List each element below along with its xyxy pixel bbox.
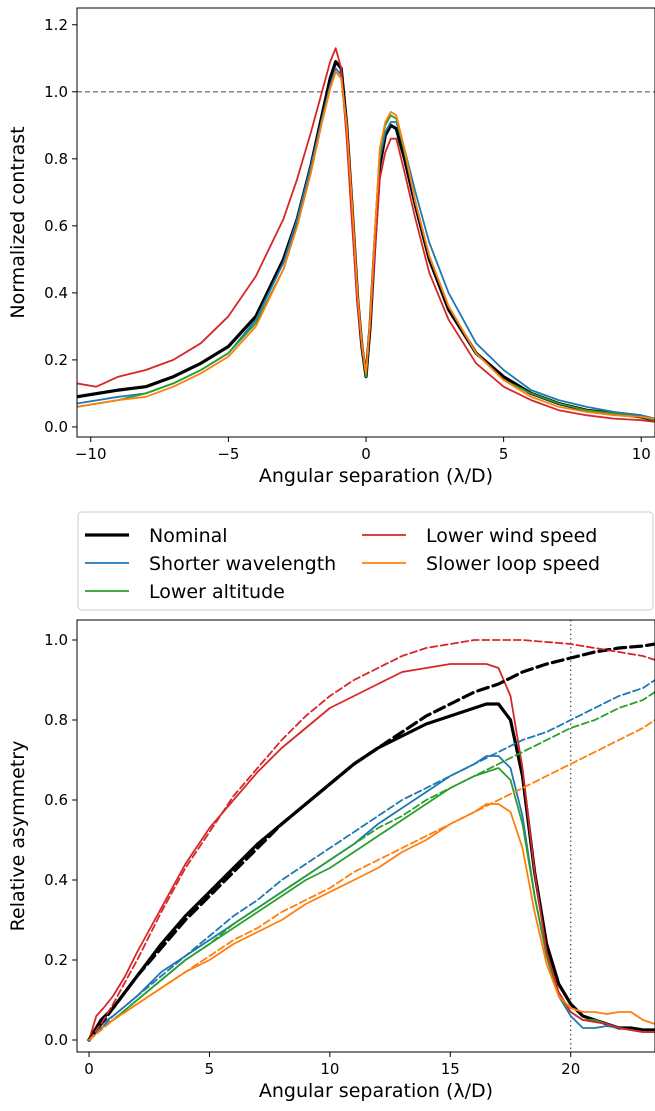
y-tick-label: 0.2 bbox=[44, 351, 68, 369]
asymmetry-chart: 0 5 10 15 20 0.0 0.2 0.4 0.6 0.8 1.0 Angular separa… bbox=[7, 619, 655, 1102]
legend-label: Lower wind speed bbox=[426, 525, 597, 547]
y-tick-label: 1.2 bbox=[44, 16, 68, 34]
y-tick-label: 0.6 bbox=[44, 217, 68, 235]
series-line-nominal bbox=[87, 702, 655, 1042]
series-line-slower-loop-speed-model bbox=[88, 719, 655, 1041]
x-axis-title: Angular separation (λ/D) bbox=[259, 465, 493, 487]
y-tick-label: 1.0 bbox=[44, 83, 68, 101]
legend-item-slower-loop-speed: Slower loop speed bbox=[362, 553, 600, 575]
x-tick-label: −5 bbox=[217, 445, 239, 463]
x-axis-title: Angular separation (λ/D) bbox=[259, 1080, 493, 1102]
y-tick-label: 0.4 bbox=[44, 871, 68, 889]
y-tick-label: 0.0 bbox=[44, 418, 68, 436]
legend-item-lower-wind-speed: Lower wind speed bbox=[362, 525, 597, 547]
x-tick-label: 20 bbox=[561, 1060, 580, 1078]
legend-label: Lower altitude bbox=[149, 581, 285, 603]
y-tick-label: 0.8 bbox=[44, 150, 68, 168]
y-tick-label: 0.4 bbox=[44, 284, 68, 302]
legend: Nominal Shorter wavelength Lower altitude L… bbox=[77, 511, 654, 611]
x-tick-label: 0 bbox=[361, 445, 371, 463]
plot-area bbox=[77, 47, 655, 423]
legend-frame bbox=[77, 511, 654, 611]
x-tick-label: 10 bbox=[320, 1060, 339, 1078]
x-tick-label: 0 bbox=[84, 1060, 94, 1078]
series-line-shorter-wavelength bbox=[88, 755, 655, 1041]
x-tick-label: 15 bbox=[441, 1060, 460, 1078]
legend-label: Slower loop speed bbox=[426, 553, 600, 575]
series-line-slower-loop-speed bbox=[77, 70, 655, 420]
series-line-lower-wind-speed bbox=[88, 663, 655, 1041]
legend-item-shorter-wavelength: Shorter wavelength bbox=[85, 553, 336, 575]
series-line-nominal-model bbox=[87, 642, 655, 1042]
y-tick-label: 0.0 bbox=[44, 1031, 68, 1049]
contrast-chart: −10 −5 0 5 10 0.0 0.2 0.4 0.6 0.8 1.0 1.2 Angular se… bbox=[7, 7, 655, 487]
y-axis-title: Normalized contrast bbox=[7, 126, 29, 318]
y-tick-label: 0.8 bbox=[44, 711, 68, 729]
y-tick-label: 0.6 bbox=[44, 791, 68, 809]
x-tick-label: 5 bbox=[205, 1060, 215, 1078]
y-tick-label: 1.0 bbox=[44, 631, 68, 649]
series-line-shorter-wavelength-model bbox=[88, 679, 655, 1041]
legend-label: Shorter wavelength bbox=[149, 553, 336, 575]
plot-area bbox=[87, 620, 655, 1052]
legend-item-lower-altitude: Lower altitude bbox=[85, 581, 285, 603]
plot-frame bbox=[76, 619, 655, 1053]
x-tick-label: 5 bbox=[499, 445, 509, 463]
y-tick-label: 0.2 bbox=[44, 951, 68, 969]
y-axis-title: Relative asymmetry bbox=[7, 741, 29, 932]
legend-item-nominal: Nominal bbox=[85, 525, 228, 547]
x-tick-label: 10 bbox=[632, 445, 651, 463]
x-tick-label: −10 bbox=[75, 445, 107, 463]
legend-label: Nominal bbox=[149, 525, 228, 547]
series-line-lower-altitude-model bbox=[88, 691, 655, 1041]
series-line-lower-wind-speed-model bbox=[88, 639, 655, 1041]
